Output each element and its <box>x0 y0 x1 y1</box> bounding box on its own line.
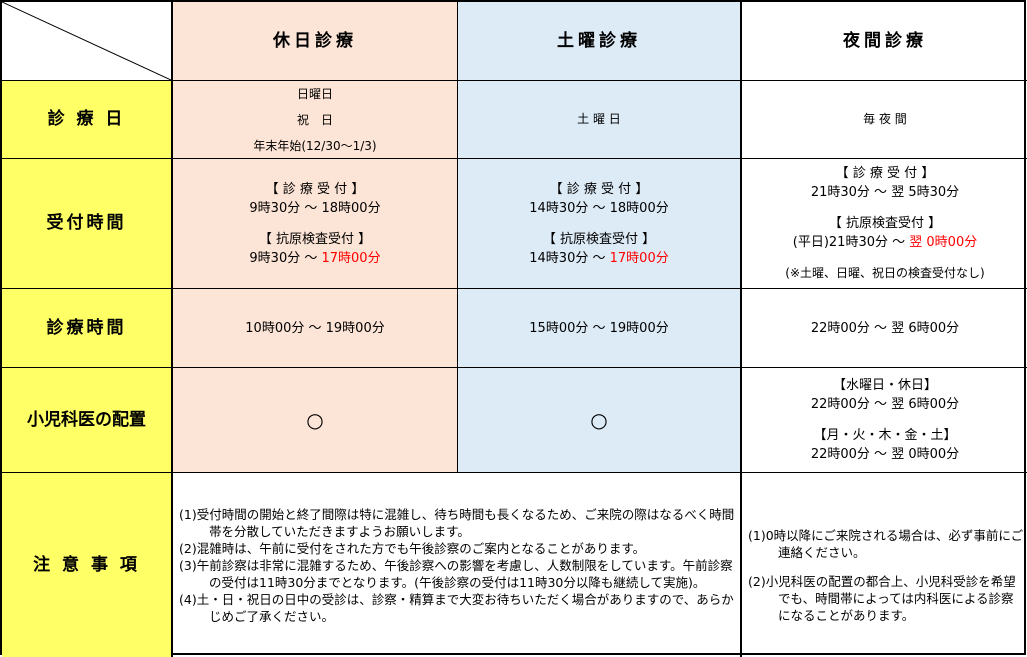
group1-time: 22時00分 ～ 翌 6時00分 <box>810 397 960 412</box>
header-holiday: 休日診療 <box>173 2 458 81</box>
antigen-time: 14時30分 ～ 17時00分 <box>529 249 668 268</box>
group2-time: 22時00分 ～ 翌 0時00分 <box>810 447 960 462</box>
saturday-pediatrics-mark: ○ <box>458 368 742 473</box>
row-label-hours: 診療時間 <box>2 289 173 368</box>
holiday-day-1: 日曜日 <box>296 86 333 101</box>
header-night: 夜間診療 <box>742 2 1027 81</box>
day-notes: (1)受付時間の開始と終了間際は特に混雑し、待ち時間も長くなるため、ご来院の際は… <box>173 473 742 657</box>
reception-time: 21時30分 ～ 翌 5時30分 <box>810 185 960 200</box>
reception-label: 【 診 療 受 付 】 <box>265 181 365 197</box>
diagonal-line <box>2 2 171 80</box>
antigen-start: (平日)21時30分 ～ <box>792 235 910 250</box>
note-item: (3)午前診察は非常に混雑するため、午後診察への影響を考慮し、人数制限をしていま… <box>179 557 733 590</box>
reception-time: 9時30分 ～ 18時00分 <box>249 200 381 216</box>
holiday-pediatrics-mark: ○ <box>173 368 458 473</box>
holiday-days: 日曜日 祝 日 年末年始(12/30～1/3) <box>173 81 458 159</box>
antigen-label: 【 抗原検査受付 】 <box>258 231 372 247</box>
night-pediatrics: 【水曜日・休日】 22時00分 ～ 翌 6時00分 【月・火・木・金・土】 22… <box>742 368 1027 473</box>
row-label-reception: 受付時間 <box>2 159 173 289</box>
antigen-start: 14時30分 ～ <box>529 250 610 266</box>
corner-cell <box>2 2 173 81</box>
holiday-day-3: 年末年始(12/30～1/3) <box>253 138 377 153</box>
saturday-reception: 【 診 療 受 付 】 14時30分 ～ 18時00分 【 抗原検査受付 】 1… <box>458 159 742 289</box>
antigen-end: 17時00分 <box>609 250 669 266</box>
night-notes: (1)0時以降にご来院される場合は、必ず事前にご連絡ください。 (2)小児科医の… <box>742 473 1027 657</box>
antigen-label: 【 抗原検査受付 】 <box>828 216 942 231</box>
antigen-note: (※土曜、日曜、祝日の検査受付なし) <box>785 266 985 280</box>
reception-label: 【 診 療 受 付 】 <box>549 181 649 197</box>
antigen-end: 翌 0時00分 <box>909 235 978 250</box>
reception-time: 14時30分 ～ 18時00分 <box>529 200 669 216</box>
night-reception: 【 診 療 受 付 】 21時30分 ～ 翌 5時30分 【 抗原検査受付 】 … <box>742 159 1027 289</box>
group1-label: 【水曜日・休日】 <box>832 378 937 393</box>
antigen-time: 9時30分 ～ 17時00分 <box>249 249 380 268</box>
antigen-end: 17時00分 <box>321 250 381 266</box>
group2-label: 【月・火・木・金・土】 <box>813 428 957 443</box>
row-label-notes: 注 意 事 項 <box>2 473 173 657</box>
holiday-reception: 【 診 療 受 付 】 9時30分 ～ 18時00分 【 抗原検査受付 】 9時… <box>173 159 458 289</box>
header-saturday: 土曜診療 <box>458 2 742 81</box>
row-label-day: 診 療 日 <box>2 81 173 159</box>
reception-label: 【 診 療 受 付 】 <box>835 166 935 181</box>
holiday-day-2: 祝 日 <box>296 112 333 127</box>
note-item: (2)混雑時は、午前に受付をされた方でも午後診察のご案内となることがあります。 <box>179 540 646 556</box>
note-item: (4)土・日・祝日の日中の受診は、診察・精算まで大変お待ちいただく場合があります… <box>179 591 734 624</box>
row-label-pediatrics: 小児科医の配置 <box>2 368 173 473</box>
note-item: (2)小児科医の配置の都合上、小児科受診を希望でも、時間帯によっては内科医による… <box>748 573 1016 623</box>
antigen-time: (平日)21時30分 ～ 翌 0時00分 <box>793 233 977 252</box>
note-item: (1)0時以降にご来院される場合は、必ず事前にご連絡ください。 <box>748 527 1024 560</box>
saturday-days: 土 曜 日 <box>458 81 742 159</box>
note-item: (1)受付時間の開始と終了間際は特に混雑し、待ち時間も長くなるため、ご来院の際は… <box>179 506 735 539</box>
antigen-start: 9時30分 ～ <box>249 250 322 266</box>
night-days: 毎 夜 間 <box>742 81 1027 159</box>
night-hours: 22時00分 ～ 翌 6時00分 <box>742 289 1027 368</box>
saturday-hours: 15時00分 ～ 19時00分 <box>458 289 742 368</box>
antigen-label: 【 抗原検査受付 】 <box>542 231 656 247</box>
holiday-hours: 10時00分 ～ 19時00分 <box>173 289 458 368</box>
